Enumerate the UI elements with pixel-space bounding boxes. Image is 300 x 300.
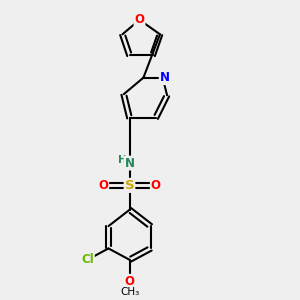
Text: O: O bbox=[134, 14, 145, 26]
Text: N: N bbox=[124, 157, 134, 169]
Text: O: O bbox=[151, 179, 161, 192]
Text: Cl: Cl bbox=[81, 253, 94, 266]
Text: S: S bbox=[125, 179, 134, 192]
Text: CH₃: CH₃ bbox=[120, 287, 139, 297]
Text: H: H bbox=[118, 155, 127, 165]
Text: O: O bbox=[124, 275, 134, 288]
Text: O: O bbox=[98, 179, 108, 192]
Text: N: N bbox=[160, 71, 170, 84]
